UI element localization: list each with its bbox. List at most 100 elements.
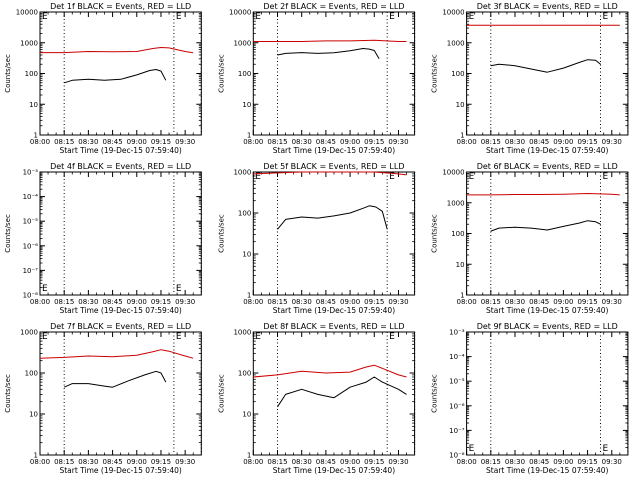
x-tick-label: 09:15 bbox=[577, 458, 597, 466]
y-tick-label: 1000 bbox=[20, 39, 38, 47]
detector-panel: Det 2f BLACK = Events, RED = LLD 1 10 100 10… bbox=[217, 2, 416, 155]
y-axis-label: Counts/sec bbox=[217, 214, 225, 253]
y-tick-label: 10⁻⁴ bbox=[449, 353, 465, 361]
y-tick-label: 10 bbox=[456, 261, 465, 269]
x-tick-label: 08:00 bbox=[30, 138, 50, 146]
x-tick-label: 08:45 bbox=[316, 138, 336, 146]
y-tick-label: 10 bbox=[29, 101, 38, 109]
y-tick-label: 10⁻⁶ bbox=[449, 402, 465, 410]
events-series-line bbox=[490, 59, 601, 73]
detector-panel: Det 3f BLACK = Events, RED = LLD 1 10 100 10… bbox=[431, 2, 629, 155]
detector-panel: Det 7f BLACK = Events, RED = LLD 1 10 100 10… bbox=[4, 322, 202, 475]
y-tick-label: 1 bbox=[247, 452, 251, 460]
y-tick-label: 10⁻⁸ bbox=[23, 292, 39, 300]
x-tick-label: 09:00 bbox=[127, 458, 147, 466]
x-tick-label: 08:00 bbox=[243, 298, 263, 306]
y-tick-label: 10⁻⁸ bbox=[449, 452, 465, 460]
E-marker: E bbox=[389, 12, 395, 22]
x-tick-label: 09:15 bbox=[151, 138, 171, 146]
detector-panel: Det 5f BLACK = Events, RED = LLD 1 10 100 10… bbox=[217, 162, 416, 315]
x-tick-label: 09:30 bbox=[602, 458, 622, 466]
x-tick-label: 08:15 bbox=[267, 138, 287, 146]
y-tick-label: 1 bbox=[34, 452, 38, 460]
x-axis-label: Start Time (19-Dec-15 07:59:40) bbox=[59, 466, 181, 475]
lld-series-line bbox=[253, 39, 407, 42]
x-axis-label: Start Time (19-Dec-15 07:59:40) bbox=[273, 146, 395, 155]
x-tick-label: 09:30 bbox=[175, 138, 195, 146]
events-series-line bbox=[277, 205, 388, 230]
E-marker: E bbox=[255, 172, 261, 182]
y-tick-label: 10⁻⁶ bbox=[23, 242, 39, 250]
y-tick-label: 1000 bbox=[447, 39, 465, 47]
y-axis-label: Counts/sec bbox=[217, 54, 225, 93]
y-tick-label: 10 bbox=[29, 411, 38, 419]
x-tick-label: 09:00 bbox=[340, 138, 360, 146]
x-tick-label: 09:30 bbox=[175, 458, 195, 466]
x-tick-label: 09:00 bbox=[553, 298, 573, 306]
panel-title: Det 8f BLACK = Events, RED = LLD bbox=[263, 322, 404, 331]
y-axis-label: Counts/sec bbox=[4, 54, 12, 93]
panel-title: Det 1f BLACK = Events, RED = LLD bbox=[50, 2, 191, 11]
x-tick-label: 08:45 bbox=[102, 458, 122, 466]
panel-title: Det 7f BLACK = Events, RED = LLD bbox=[50, 322, 191, 331]
y-tick-label: 10⁻⁵ bbox=[449, 378, 465, 386]
x-tick-label: 09:15 bbox=[151, 298, 171, 306]
x-tick-label: 09:00 bbox=[340, 458, 360, 466]
y-tick-label: 10000 bbox=[442, 169, 464, 177]
detector-panel: Det 8f BLACK = Events, RED = LLD 1 10 100 10… bbox=[217, 322, 416, 475]
y-tick-label: 100 bbox=[25, 70, 38, 78]
x-tick-label: 08:45 bbox=[102, 298, 122, 306]
x-tick-label: 08:00 bbox=[243, 138, 263, 146]
x-tick-label: 09:15 bbox=[364, 458, 384, 466]
y-tick-label: 10000 bbox=[442, 9, 464, 17]
events-series-line bbox=[277, 376, 407, 408]
panel-title: Det 4f BLACK = Events, RED = LLD bbox=[50, 162, 191, 171]
E-marker: E bbox=[42, 284, 48, 294]
E-marker: E bbox=[602, 444, 608, 454]
E-marker: E bbox=[42, 332, 48, 342]
y-tick-label: 1 bbox=[247, 292, 251, 300]
x-tick-label: 09:30 bbox=[388, 138, 408, 146]
detector-panel: Det 6f BLACK = Events, RED = LLD 1 10 100 10… bbox=[431, 162, 629, 315]
x-tick-label: 08:30 bbox=[505, 138, 525, 146]
x-tick-label: 09:30 bbox=[602, 298, 622, 306]
y-tick-label: 10⁻³ bbox=[23, 169, 39, 177]
E-marker: E bbox=[42, 12, 48, 22]
x-tick-label: 08:45 bbox=[529, 458, 549, 466]
x-tick-label: 08:15 bbox=[481, 458, 501, 466]
x-tick-label: 08:30 bbox=[78, 458, 98, 466]
y-tick-label: 100 bbox=[25, 370, 38, 378]
y-tick-label: 1000 bbox=[233, 39, 251, 47]
y-tick-label: 1000 bbox=[233, 329, 251, 337]
E-marker: E bbox=[469, 12, 475, 22]
lld-series-line bbox=[253, 171, 407, 176]
x-tick-label: 08:30 bbox=[505, 458, 525, 466]
x-tick-label: 08:30 bbox=[292, 298, 312, 306]
y-tick-label: 1000 bbox=[447, 199, 465, 207]
events-series-line bbox=[64, 69, 167, 84]
y-tick-label: 1000 bbox=[20, 329, 38, 337]
x-tick-label: 08:15 bbox=[481, 298, 501, 306]
x-tick-label: 09:15 bbox=[577, 298, 597, 306]
y-axis-label: Counts/sec bbox=[431, 54, 439, 93]
y-tick-label: 10000 bbox=[229, 9, 251, 17]
x-axis-label: Start Time (19-Dec-15 07:59:40) bbox=[59, 146, 181, 155]
events-series-line bbox=[277, 48, 380, 60]
x-axis-label: Start Time (19-Dec-15 07:59:40) bbox=[273, 466, 395, 475]
x-tick-label: 08:00 bbox=[30, 298, 50, 306]
y-tick-label: 10 bbox=[242, 411, 251, 419]
x-tick-label: 09:00 bbox=[553, 138, 573, 146]
panel-title: Det 3f BLACK = Events, RED = LLD bbox=[477, 2, 618, 11]
x-tick-label: 09:30 bbox=[602, 138, 622, 146]
x-tick-label: 08:30 bbox=[505, 298, 525, 306]
E-marker: E bbox=[469, 172, 475, 182]
x-tick-label: 09:15 bbox=[577, 138, 597, 146]
x-tick-label: 08:15 bbox=[267, 458, 287, 466]
E-marker: E bbox=[389, 172, 395, 182]
E-marker: E bbox=[602, 12, 608, 22]
y-tick-label: 1000 bbox=[233, 169, 251, 177]
y-tick-label: 1 bbox=[460, 132, 464, 140]
detector-panel: Det 1f BLACK = Events, RED = LLD 1 10 100 10… bbox=[4, 2, 202, 155]
detector-panel: Det 4f BLACK = Events, RED = LLD 10⁻⁸ 10⁻⁷… bbox=[4, 162, 202, 315]
